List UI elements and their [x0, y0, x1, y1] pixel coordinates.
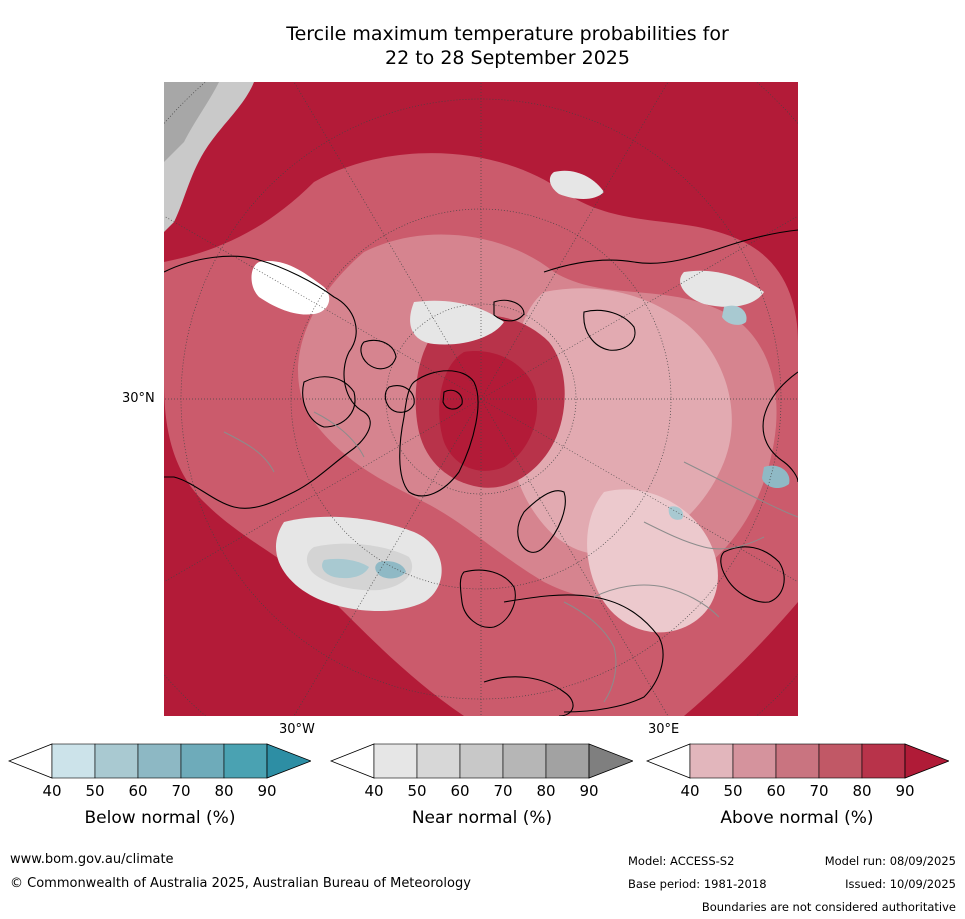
near-normal-north-patch: [549, 170, 604, 199]
colorbar-below-segment: [223, 743, 268, 779]
colorbar-near-tick-label: 40: [364, 782, 384, 800]
colorbar-above-segment: [861, 743, 906, 779]
below-normal-atlantic-1: [322, 558, 369, 579]
colorbar-above-segment: [775, 743, 820, 779]
probability-map: [164, 82, 798, 716]
colorbar-below-segment: [51, 743, 96, 779]
colorbar-near-tick-label: 50: [407, 782, 427, 800]
issued-date: Issued: 10/09/2025: [845, 877, 956, 891]
base-period: Base period: 1981-2018: [628, 877, 767, 891]
below-normal-atlantic-2: [375, 561, 406, 579]
longitude-label-30w: 30°W: [279, 722, 315, 737]
colorbar-near-label: Near normal (%): [411, 808, 553, 828]
country-borders: [223, 411, 798, 703]
colorbar-above-high-extend: [904, 743, 949, 779]
near-normal-arctic-strip: [410, 300, 504, 345]
colorbar-below-segment: [137, 743, 182, 779]
colorbar-above-tick-label: 90: [895, 782, 915, 800]
colorbar-above-segment: [818, 743, 863, 779]
model-name: Model: ACCESS-S2: [628, 854, 735, 868]
latitude-label-30n: 30°N: [122, 391, 155, 406]
colorbar-above-tick-label: 70: [809, 782, 829, 800]
colorbar-near-graphic: [330, 743, 633, 779]
near-normal-area-nw-dark: [164, 82, 219, 162]
colorbar-near-tick-label: 60: [450, 782, 470, 800]
colorbar-above-segment: [689, 743, 734, 779]
colorbar-below-tick-label: 90: [257, 782, 277, 800]
colorbar-below-normal: [8, 742, 311, 780]
graticule: [164, 82, 798, 716]
website-link[interactable]: www.bom.gov.au/climate: [10, 852, 174, 867]
below-normal-central-asia: [668, 506, 684, 520]
colorbar-below-segment: [180, 743, 225, 779]
colorbar-above-normal: [646, 742, 949, 780]
colorbar-below-high-extend: [266, 743, 311, 779]
boundaries-disclaimer: Boundaries are not considered authoritat…: [701, 900, 956, 914]
colorbar-above-low-extend: [646, 743, 691, 779]
near-normal-alaska: [251, 261, 330, 315]
colorbar-near-normal: [330, 742, 633, 780]
colorbar-below-tick-label: 40: [42, 782, 62, 800]
title-line-1: Tercile maximum temperature probabilitie…: [286, 23, 729, 45]
colorbar-near-tick-label: 80: [536, 782, 556, 800]
colorbar-near-segment: [502, 743, 547, 779]
above-50-region: [507, 288, 732, 555]
colorbar-below-label: Below normal (%): [84, 808, 236, 828]
colorbar-near-tick-label: 90: [579, 782, 599, 800]
colorbar-above-tick-label: 80: [852, 782, 872, 800]
colorbar-below-segment: [94, 743, 139, 779]
above-40-region-europe: [587, 489, 718, 633]
copyright-text: © Commonwealth of Australia 2025, Austra…: [10, 876, 471, 891]
coastlines: [164, 229, 798, 716]
colorbar-above-tick-label: 60: [766, 782, 786, 800]
colorbar-near-high-extend: [588, 743, 633, 779]
longitude-label-30e: 30°E: [648, 722, 680, 737]
colorbar-near-segment: [545, 743, 590, 779]
colorbar-above-tick-label: 50: [723, 782, 743, 800]
model-run: Model run: 08/09/2025: [824, 854, 956, 868]
colorbar-below-tick-label: 80: [214, 782, 234, 800]
colorbar-near-segment: [459, 743, 504, 779]
colorbar-below-tick-label: 60: [128, 782, 148, 800]
colorbar-above-graphic: [646, 743, 949, 779]
colorbar-near-segment: [373, 743, 418, 779]
colorbar-above-label: Above normal (%): [720, 808, 874, 828]
colorbar-above-tick-label: 40: [680, 782, 700, 800]
colorbar-below-graphic: [8, 743, 311, 779]
colorbar-near-low-extend: [330, 743, 375, 779]
map-canvas: [164, 82, 798, 716]
title-line-2: 22 to 28 September 2025: [385, 47, 630, 69]
colorbar-near-segment: [416, 743, 461, 779]
colorbar-below-tick-label: 50: [85, 782, 105, 800]
chart-title: Tercile maximum temperature probabilitie…: [180, 22, 835, 70]
near-normal-siberia: [680, 270, 764, 307]
colorbar-below-tick-label: 70: [171, 782, 191, 800]
colorbar-below-low-extend: [8, 743, 53, 779]
colorbar-near-tick-label: 70: [493, 782, 513, 800]
below-normal-siberia: [722, 305, 747, 325]
colorbar-above-segment: [732, 743, 777, 779]
